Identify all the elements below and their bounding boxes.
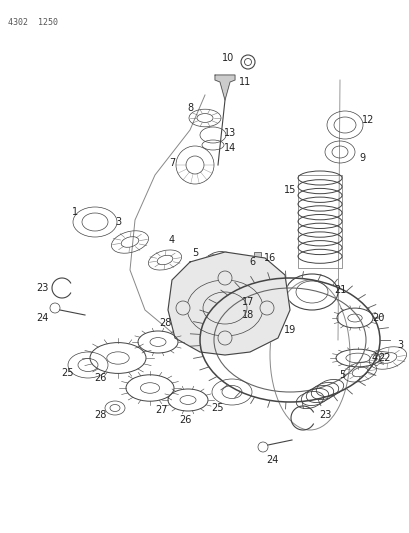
Text: 26: 26 bbox=[178, 415, 191, 425]
Text: 26: 26 bbox=[94, 373, 106, 383]
Text: 25: 25 bbox=[62, 368, 74, 378]
Text: 20: 20 bbox=[371, 313, 383, 323]
Text: 24: 24 bbox=[36, 313, 48, 323]
Text: 1: 1 bbox=[72, 207, 78, 217]
Text: 12: 12 bbox=[361, 115, 373, 125]
Text: 10: 10 bbox=[221, 53, 234, 63]
Text: 17: 17 bbox=[241, 297, 254, 307]
Text: 9: 9 bbox=[358, 153, 364, 163]
Polygon shape bbox=[214, 75, 234, 100]
Text: 25: 25 bbox=[211, 403, 224, 413]
Text: 5: 5 bbox=[191, 248, 198, 258]
Circle shape bbox=[218, 271, 231, 285]
Text: 4302  1250: 4302 1250 bbox=[8, 18, 58, 27]
Text: 21: 21 bbox=[333, 285, 345, 295]
Text: 3: 3 bbox=[115, 217, 121, 227]
Text: 14: 14 bbox=[223, 143, 236, 153]
Text: 18: 18 bbox=[241, 310, 254, 320]
Text: 16: 16 bbox=[263, 253, 275, 263]
Text: 24: 24 bbox=[265, 455, 278, 465]
Text: 28: 28 bbox=[158, 318, 171, 328]
Text: 3: 3 bbox=[396, 340, 402, 350]
Text: 7: 7 bbox=[169, 158, 175, 168]
Circle shape bbox=[259, 301, 273, 315]
Text: 11: 11 bbox=[238, 77, 250, 87]
Text: 8: 8 bbox=[187, 103, 193, 113]
Bar bbox=[215, 261, 238, 272]
Bar bbox=[254, 252, 261, 278]
Text: 15: 15 bbox=[283, 185, 295, 195]
Text: 13: 13 bbox=[223, 128, 236, 138]
Text: 4: 4 bbox=[169, 235, 175, 245]
Text: 23: 23 bbox=[36, 283, 48, 293]
Text: 19: 19 bbox=[283, 325, 295, 335]
Text: 5: 5 bbox=[338, 370, 344, 380]
Circle shape bbox=[175, 301, 189, 315]
Text: 6: 6 bbox=[248, 257, 254, 267]
Text: 23: 23 bbox=[318, 410, 330, 420]
Text: 4: 4 bbox=[371, 353, 377, 363]
Text: 27: 27 bbox=[155, 405, 168, 415]
Circle shape bbox=[218, 331, 231, 345]
Text: 22: 22 bbox=[378, 353, 390, 363]
Polygon shape bbox=[168, 252, 289, 355]
Text: 28: 28 bbox=[94, 410, 106, 420]
Bar bbox=[297, 175, 341, 268]
